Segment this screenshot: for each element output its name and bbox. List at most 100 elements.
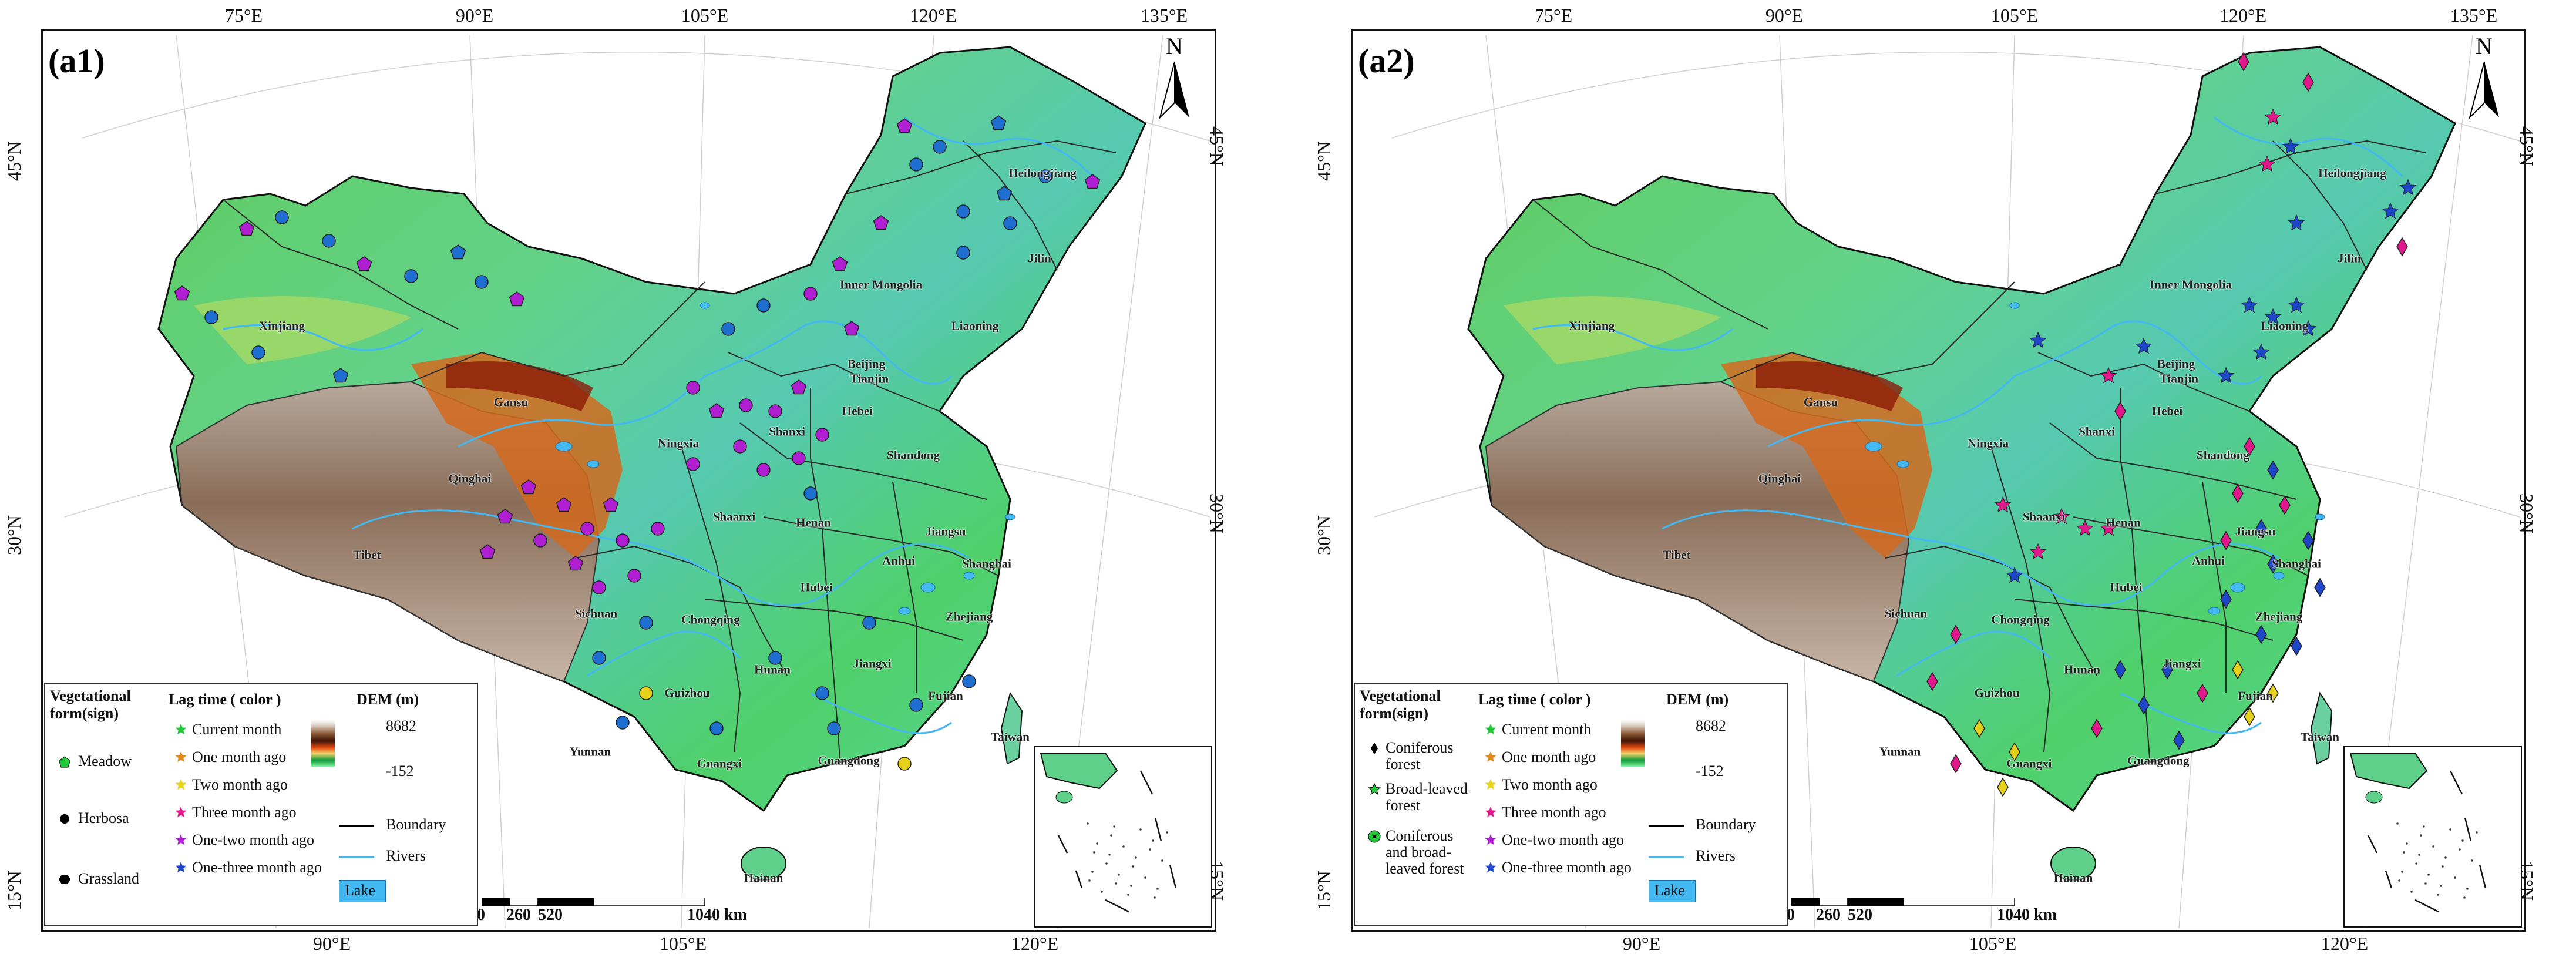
station-marker	[2009, 742, 2020, 762]
legend-lag-item: Two month ago	[192, 776, 288, 793]
province-label: Heilongjiang	[1008, 166, 1077, 180]
longitude-tick-bottom: 105°E	[659, 933, 707, 954]
station-marker	[2244, 707, 2255, 727]
station-marker	[520, 479, 537, 495]
lag-color-star-icon	[1485, 751, 1496, 763]
river-line	[458, 320, 953, 448]
boundary-line	[810, 388, 840, 758]
legend-form-item: Meadow	[78, 753, 132, 770]
river-line	[904, 116, 1094, 177]
lake	[2208, 607, 2221, 615]
station-marker	[768, 404, 782, 418]
province-label: Tianjin	[849, 371, 889, 386]
station-marker	[2399, 179, 2417, 196]
station-marker	[204, 310, 218, 324]
station-marker	[2302, 530, 2314, 550]
station-marker	[2267, 683, 2279, 703]
latitude-tick-right: 30°N	[1206, 493, 1228, 533]
province-label: Ningxia	[657, 436, 700, 451]
province-label: Liaoning	[2261, 318, 2309, 333]
latitude-tick-left: 45°N	[4, 141, 25, 181]
south-china-sea-inset	[2343, 746, 2522, 928]
legend-form-title: Vegetational form(sign)	[1360, 687, 1441, 722]
river-legend-line	[339, 856, 374, 858]
station-marker	[2282, 137, 2299, 154]
dem-color-ramp	[311, 720, 335, 767]
station-marker	[2396, 237, 2408, 257]
province-label: Ningxia	[1967, 436, 2009, 451]
station-marker	[2053, 508, 2070, 525]
station-marker	[238, 221, 255, 236]
station-marker	[832, 256, 848, 271]
station-marker	[909, 157, 923, 172]
station-marker	[686, 381, 700, 395]
legend-lag-item: Three month ago	[192, 804, 297, 821]
boundary-line	[2155, 140, 2426, 194]
tibet-plateau	[1485, 381, 1910, 683]
station-marker	[2220, 530, 2232, 550]
station-marker	[2029, 331, 2047, 348]
legend-dem-title: DEM (m)	[357, 691, 419, 708]
map-canvas	[1374, 35, 2520, 929]
lag-color-star-icon	[1485, 807, 1496, 818]
lag-color-star-icon	[175, 807, 187, 818]
legend-form-item: Herbosa	[78, 810, 129, 827]
province-label: Taiwan	[2301, 730, 2339, 744]
lake-legend-swatch	[339, 880, 386, 902]
latitude-tick-right: 45°N	[1206, 126, 1228, 166]
station-marker	[2100, 367, 2117, 384]
legend-lag-title: Lag time ( color )	[169, 691, 281, 708]
station-marker	[827, 721, 841, 735]
province-label: Chongqing	[681, 612, 740, 627]
longitude-tick-top: 135°E	[2450, 5, 2498, 26]
station-marker	[2232, 660, 2244, 680]
longitude-tick-bottom: 120°E	[1011, 933, 1059, 954]
station-marker	[1997, 777, 2009, 797]
lag-color-star-icon	[175, 751, 187, 763]
station-marker	[2138, 695, 2150, 715]
form-symbol-icon	[60, 814, 69, 824]
province-label: Guangxi	[2006, 756, 2052, 771]
province-label: Sichuan	[574, 606, 618, 621]
station-marker	[2029, 543, 2047, 560]
lag-color-star-icon	[1485, 834, 1496, 845]
station-marker	[2135, 337, 2153, 354]
longitude-tick-top: 120°E	[909, 5, 957, 26]
province-label: Hebei	[2151, 404, 2183, 418]
province-label: Chongqing	[1991, 612, 2050, 627]
panel-label: (a2)	[1358, 42, 1415, 80]
province-label: Sichuan	[1884, 606, 1928, 621]
station-marker	[2264, 308, 2282, 325]
lag-color-star-icon	[1485, 779, 1496, 790]
legend-rivers: Rivers	[1696, 847, 1736, 864]
station-marker	[2173, 730, 2185, 750]
station-marker	[2244, 436, 2255, 456]
hainan-island	[2050, 847, 2096, 881]
province-label: Shanxi	[2079, 424, 2115, 439]
longitude-tick-bottom: 90°E	[312, 933, 351, 954]
legend-lag-item: Current month	[1502, 721, 1592, 738]
station-marker	[251, 345, 265, 360]
station-marker	[639, 686, 653, 700]
legend-boundary: Boundary	[386, 816, 446, 833]
station-marker	[756, 463, 771, 477]
lake-legend-swatch	[1649, 880, 1696, 902]
station-marker	[497, 509, 513, 524]
province-label: Hunan	[754, 662, 791, 677]
station-marker	[2302, 72, 2314, 92]
river-line	[352, 509, 970, 607]
lag-color-star-icon	[175, 834, 187, 845]
river-line	[1532, 324, 1733, 351]
legend-boundary: Boundary	[1696, 816, 1756, 833]
legend-dem-max: 8682	[386, 717, 416, 734]
station-marker	[803, 287, 818, 301]
province-label: Shaanxi	[712, 509, 756, 524]
lake	[2273, 572, 2285, 580]
province-label: Hainan	[2053, 871, 2093, 885]
station-marker	[2264, 108, 2282, 125]
station-marker	[2255, 519, 2267, 539]
station-marker	[450, 244, 466, 260]
north-arrow-letter: N	[1166, 33, 1183, 59]
station-marker	[2299, 320, 2317, 337]
station-marker	[509, 291, 525, 307]
